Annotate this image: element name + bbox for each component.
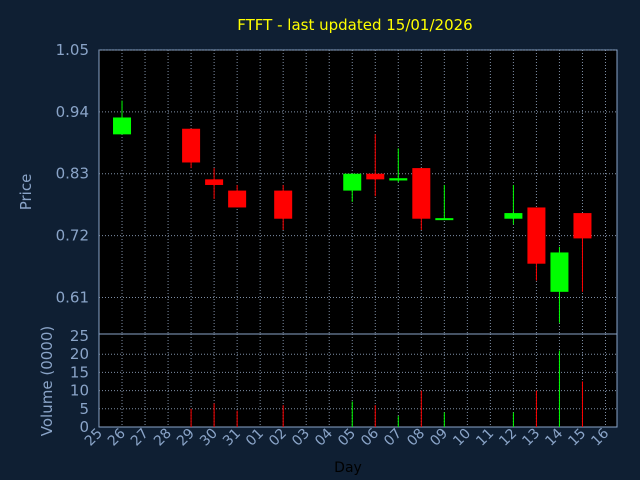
day-tick-label: 29 <box>174 426 198 450</box>
candle-body <box>205 179 224 185</box>
candle-body <box>412 168 431 219</box>
day-tick-label: 15 <box>565 426 589 450</box>
day-tick-label: 26 <box>105 425 129 449</box>
candle-body <box>182 128 201 163</box>
volume-tick-label: 15 <box>70 363 89 381</box>
volume-tick-label: 5 <box>79 400 89 418</box>
price-tick-label: 1.05 <box>56 41 89 59</box>
day-tick-label: 01 <box>243 426 267 450</box>
candle-body <box>389 178 408 181</box>
day-tick-label: 03 <box>289 426 313 450</box>
day-tick-label: 14 <box>542 425 566 449</box>
x-axis-label: Day <box>334 460 362 476</box>
volume-axis-label: Volume (0000) <box>38 326 56 436</box>
candle-body <box>274 190 293 219</box>
candle-body <box>343 173 362 191</box>
day-tick-label: 06 <box>358 425 382 449</box>
candle-body <box>366 173 385 180</box>
day-tick-label: 02 <box>266 426 290 450</box>
candle-body <box>113 117 132 135</box>
candle-body <box>573 213 592 239</box>
chart-title: FTFT - last updated 15/01/2026 <box>237 16 472 34</box>
candle-body <box>228 190 247 208</box>
price-tick-label: 0.94 <box>56 103 89 121</box>
volume-panel <box>98 333 618 428</box>
day-tick-label: 10 <box>450 426 474 450</box>
day-tick-label: 31 <box>220 426 244 450</box>
price-tick-label: 0.83 <box>56 165 89 183</box>
price-tick-label: 0.61 <box>56 288 89 306</box>
candle-body <box>435 218 454 221</box>
price-tick-label: 0.72 <box>56 227 89 245</box>
day-tick-label: 11 <box>473 426 497 450</box>
price-tick-labels: 1.05 0.94 0.83 0.72 0.61 <box>56 41 89 306</box>
grid-lines <box>99 49 617 427</box>
volume-tick-label: 25 <box>70 327 89 345</box>
volume-tick-label: 0 <box>79 418 89 436</box>
day-tick-label: 04 <box>312 425 336 449</box>
day-tick-label: 05 <box>335 426 359 450</box>
day-tick-label: 07 <box>381 426 405 450</box>
day-tick-label: 09 <box>427 426 451 450</box>
day-labels: 25 26 27 28 29 30 31 01 02 03 04 05 06 07 08 09 10 11 12 13… <box>82 425 612 449</box>
candles <box>113 100 592 323</box>
day-tick-label: 30 <box>197 426 221 450</box>
day-tick-label: 16 <box>588 425 612 449</box>
volume-tick-label: 20 <box>70 345 89 363</box>
day-tick-label: 12 <box>496 426 520 450</box>
day-tick-label: 27 <box>128 426 152 450</box>
volume-tick-label: 10 <box>70 382 89 400</box>
candle-body <box>550 252 569 292</box>
day-tick-label: 08 <box>404 426 428 450</box>
volume-bars <box>190 350 583 427</box>
day-tick-label: 13 <box>519 426 543 450</box>
price-axis-label: Price <box>17 174 35 211</box>
day-tick-label: 28 <box>151 426 175 450</box>
price-panel <box>98 49 618 335</box>
candle-body <box>527 207 546 264</box>
candle-body <box>504 213 523 219</box>
